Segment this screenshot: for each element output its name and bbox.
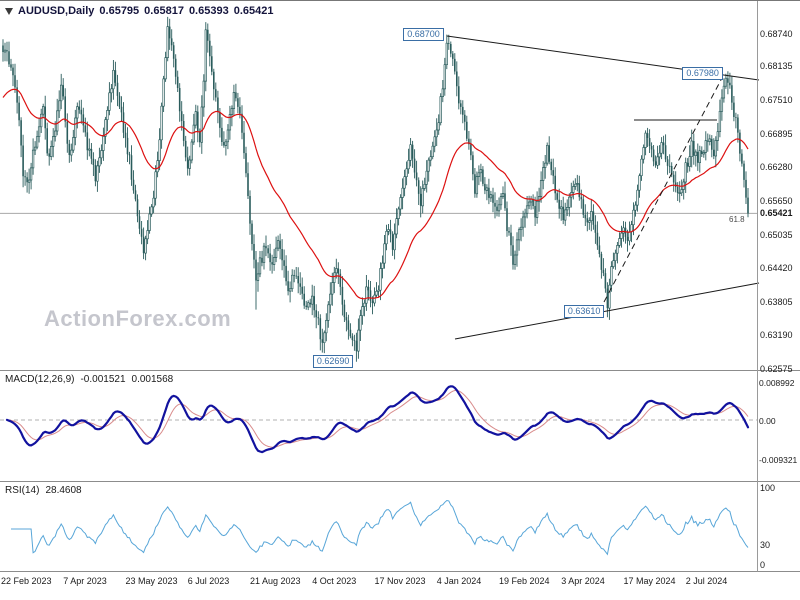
- high-value: 0.65817: [144, 5, 184, 17]
- watermark: ActionForex.com: [44, 306, 232, 331]
- rsi-value: 28.4608: [45, 485, 82, 496]
- low-value: 0.65393: [188, 5, 229, 17]
- rsi-name: RSI(14): [5, 485, 40, 496]
- close-value: 0.65421: [233, 5, 274, 17]
- macd-signal-value: 0.001568: [131, 374, 174, 385]
- rsi-indicator-label: RSI(14) 28.4608: [5, 485, 82, 496]
- chart-title: AUDUSD,Daily 0.65795 0.65817 0.65393 0.6…: [5, 5, 273, 17]
- symbol-timeframe: AUDUSD,Daily: [18, 5, 95, 17]
- fib-618-label: 61.8: [729, 215, 745, 225]
- open-value: 0.65795: [99, 5, 140, 17]
- macd-indicator-label: MACD(12,26,9) -0.001521 0.001568: [5, 374, 173, 385]
- collapse-triangle-icon: [5, 7, 13, 15]
- macd-name: MACD(12,26,9): [5, 374, 75, 385]
- macd-main-value: -0.001521: [80, 374, 126, 385]
- current-price-axis-label: 0.65421: [760, 208, 793, 219]
